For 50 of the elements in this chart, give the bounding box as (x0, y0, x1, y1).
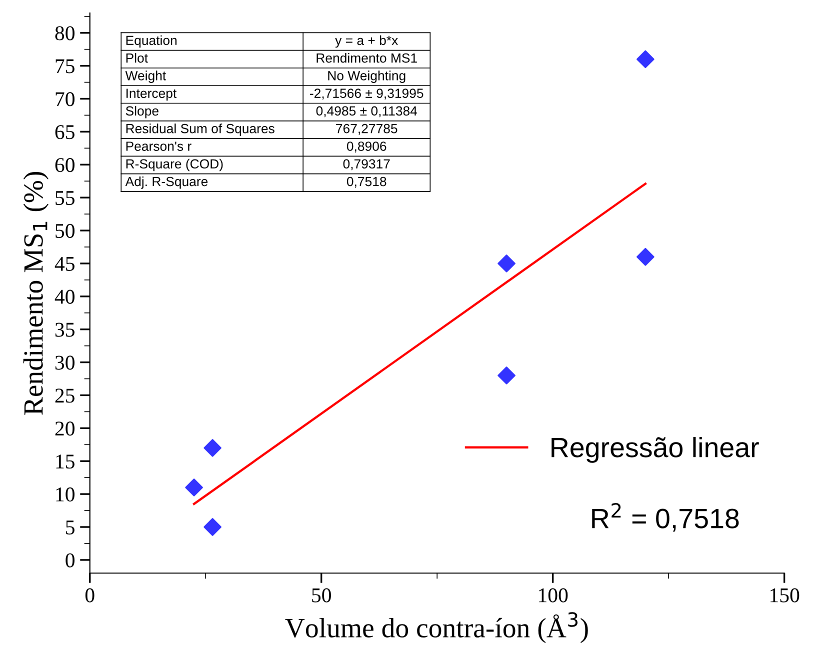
annotation: y = a + b*x (335, 35, 398, 48)
annotation: Intercept (126, 88, 177, 101)
annotation: R-Square (COD) (126, 158, 223, 172)
x-tick-label: 50 (312, 588, 331, 602)
y-axis-title: Rendimento MS$_{1}$ (%) (23, 172, 49, 415)
y-tick-label: 55 (56, 191, 74, 206)
annotation: Rendimento MS1 (316, 53, 417, 63)
annotation: 0,79317 (343, 159, 390, 170)
x-tick-label: 0 (85, 588, 94, 602)
point (204, 439, 222, 457)
annotation: 0,8906 (346, 142, 386, 152)
y-tick-label: 75 (56, 59, 74, 74)
y-tick-label: 5 (66, 520, 74, 534)
point (636, 248, 654, 266)
y-tick-label: 25 (55, 388, 74, 403)
y-tick-label: 15 (56, 454, 74, 469)
y-tick-label: 20 (55, 422, 74, 436)
point (498, 366, 516, 384)
legend-label: Regressão linear (552, 436, 759, 463)
point (185, 478, 203, 496)
point (498, 254, 516, 272)
y-tick-label: 0 (66, 553, 74, 568)
y-tick-label: 60 (55, 158, 74, 172)
annotation: 0,4985 ± 0,11384 (316, 106, 418, 118)
annotation: -2,71566 ± 9,31995 (310, 88, 424, 100)
annotation: Plot (126, 53, 148, 63)
annotation: Weight (125, 70, 166, 83)
y-tick-label: 65 (55, 125, 74, 140)
y-tick-label: 70 (56, 92, 74, 106)
annotation: R$^{2}$ = 0,7518 (592, 503, 739, 532)
y-tick-label: 50 (56, 224, 74, 238)
point (204, 518, 222, 536)
annotation: 767,27785 (336, 124, 398, 135)
annotation: Slope (126, 106, 158, 118)
annotation: No Weighting (328, 70, 406, 83)
annotation: Pearson's r (126, 142, 192, 151)
x-tick-label: 100 (539, 588, 568, 602)
x-tick-label: 150 (770, 588, 800, 602)
annotation: Residual Sum of Squares (126, 124, 274, 136)
y-tick-label: 10 (56, 487, 74, 502)
y-tick-label: 35 (55, 322, 74, 337)
y-tick-label: 30 (55, 356, 74, 370)
y-tick-label: 45 (54, 256, 74, 271)
annotation: Adj. R-Square (125, 176, 208, 189)
annotation: Equation (126, 35, 177, 48)
x-axis-title: Volume do contra-íon (Å$^{3}$) (285, 612, 588, 644)
y-tick-label: 40 (54, 290, 74, 304)
y-tick-label: 80 (55, 26, 74, 40)
point (636, 50, 654, 68)
annotation: 0,7518 (346, 176, 386, 188)
